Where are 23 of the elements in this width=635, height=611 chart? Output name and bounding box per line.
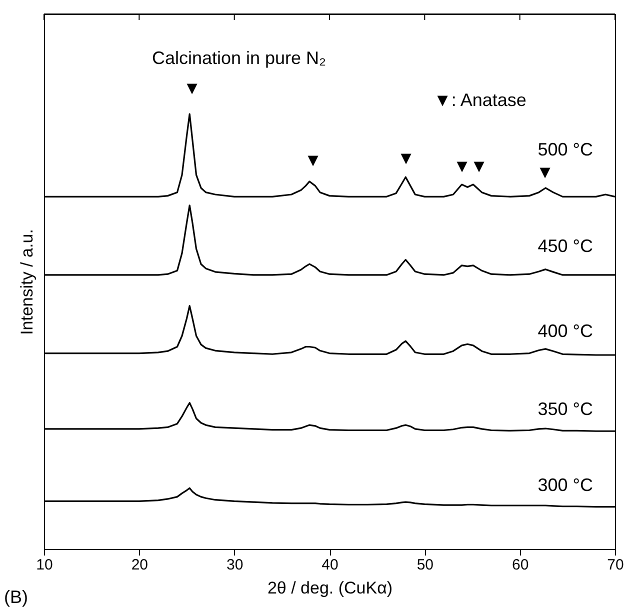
series-label: 350 °C [538, 399, 593, 420]
text: Calcination in pure N₂ [152, 48, 326, 68]
x-tick-label: 40 [322, 556, 338, 574]
annotation: ▼ [304, 150, 322, 170]
x-tick-label: 30 [226, 556, 244, 574]
x-tick-label: 10 [36, 556, 53, 574]
x-axis-title: 2θ / deg. (CuKα) [267, 578, 393, 598]
text: (B) [4, 587, 28, 607]
annotation: ▼ [536, 162, 554, 182]
series-label: 400 °C [538, 321, 593, 342]
y-axis-title: Intensity / a.u. [18, 229, 36, 335]
x-tick-label: 20 [131, 556, 148, 574]
x-tick-label: 60 [512, 556, 529, 574]
series-label: 500 °C [538, 140, 593, 160]
x-tick-label: 50 [416, 556, 434, 574]
series-label: 300 °C [538, 474, 593, 495]
x-tick-label: 70 [607, 556, 624, 574]
text: ▼: Anatase [434, 90, 526, 110]
text: ▼ [183, 78, 201, 98]
series-label: 450 °C [538, 236, 593, 256]
annotation: ▼ [397, 148, 415, 168]
annotation: ▼ [453, 156, 471, 176]
annotation: ▼ [470, 156, 488, 176]
